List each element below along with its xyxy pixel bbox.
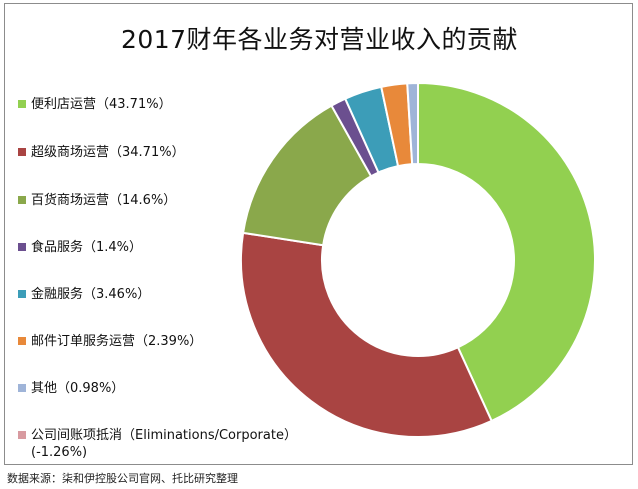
legend-label: 其他（0.98%） (31, 381, 125, 396)
legend-swatch (18, 384, 26, 392)
legend-swatch (18, 100, 26, 108)
source-note: 数据来源：柒和伊控股公司官网、托比研究整理 (7, 472, 238, 485)
legend-label: 邮件订单服务运营（2.39%） (31, 334, 203, 349)
chart-frame: 2017财年各业务对营业收入的贡献 (4, 3, 633, 465)
legend-label: 食品服务（1.4%） (31, 240, 143, 255)
legend-label: 金融服务（3.46%） (31, 287, 151, 302)
legend-label: 超级商场运营（34.71%） (31, 145, 185, 160)
chart-title: 2017财年各业务对营业收入的贡献 (120, 25, 519, 54)
donut-slice-0 (417, 81, 596, 423)
donut-slice-6 (406, 81, 419, 166)
legend-label: 百货商场运营（14.6%） (31, 193, 177, 208)
legend-label: 公司间账项抵消（Eliminations/Corporate）(-1.26%) (31, 428, 297, 460)
legend-swatch (18, 431, 26, 439)
legend-swatch (18, 243, 26, 251)
legend-swatch (18, 337, 26, 345)
legend-swatch (18, 196, 26, 204)
legend-label: 便利店运营（43.71%） (31, 97, 172, 112)
donut-slice-1 (240, 231, 493, 438)
legend-swatch (18, 290, 26, 298)
legend-swatch (18, 148, 26, 156)
